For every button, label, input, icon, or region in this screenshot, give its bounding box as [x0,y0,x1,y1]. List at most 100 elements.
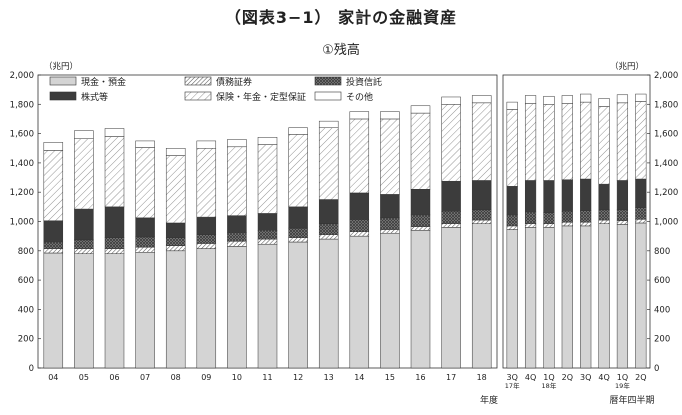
y-tick-label-right: 600 [654,276,670,286]
y-tick-label-right: 1,400 [654,159,678,169]
y-tick-label-left: 1,200 [10,188,34,198]
legend-swatch-5 [184,91,212,101]
bar-segment-3 [543,212,555,224]
bar-segment-5 [43,150,64,222]
bar-segment-6 [506,101,518,110]
bar-segment-4 [104,206,125,238]
bar-segment-5 [580,101,592,180]
bar-segment-5 [74,138,94,210]
bar-segment-3 [196,234,217,244]
bar-segment-4 [43,220,64,243]
legend-swatch-4 [49,91,77,101]
bar-segment-2 [135,246,155,253]
bar-segment-1 [318,238,339,369]
bar-segment-4 [580,178,592,211]
bar-segment-2 [43,248,64,254]
x-tick-label: 17 [446,373,456,382]
x-tick-label: 4Q [598,373,609,382]
x-tick-label: 1Q [617,373,628,382]
x-tick-label: 1Q [543,373,554,382]
bar-segment-6 [561,95,573,104]
y-tick-label-left: 2,000 [10,71,34,81]
bar-segment-1 [561,225,573,369]
bar-segment-5 [349,118,370,194]
bar-segment-1 [543,227,555,369]
legend-label-5: 保険・年金・定型保証 [216,91,306,103]
bar-segment-6 [524,95,537,104]
bar-segment-5 [380,118,400,195]
bar-segment-6 [288,127,308,135]
page-title: （図表3−1） 家計の金融資産 [224,8,458,27]
bar-segment-3 [257,230,278,240]
bar-segment-4 [598,183,610,211]
bar-segment-3 [580,210,592,223]
bar-segment-5 [104,136,125,208]
bar-segment-3 [471,209,492,221]
legend-label-6: その他 [346,91,373,103]
bar-segment-6 [471,95,492,104]
bar-segment-3 [104,237,125,249]
bar-segment-2 [165,245,186,252]
x-tick-label: 06 [109,373,119,382]
bar-segment-3 [135,236,155,248]
bar-segment-3 [561,210,573,223]
y-tick-label-right: 400 [654,305,670,315]
bar-segment-2 [196,243,217,249]
bar-segment-4 [635,178,647,208]
bar-segment-6 [165,148,186,156]
bar-segment-2 [635,219,647,224]
chart-subtitle: ①残高 [322,43,360,58]
y-tick-label-right: 1,600 [654,130,678,140]
legend-label-4: 株式等 [81,91,108,103]
bar-segment-1 [441,227,461,369]
bar-segment-4 [227,215,247,233]
bar-segment-6 [380,111,400,120]
bar-segment-2 [349,231,370,237]
bar-segment-1 [43,252,64,369]
bar-segment-2 [318,234,339,240]
y-tick-label-right: 800 [654,247,670,257]
bar-segment-6 [635,93,647,102]
bar-segment-3 [318,223,339,235]
bar-segment-5 [135,147,155,219]
bar-segment-5 [524,103,537,181]
bar-segment-6 [74,130,94,139]
bar-segment-4 [616,180,629,211]
bar-segment-4 [561,179,573,212]
x-tick-label: 16 [415,373,425,382]
x-tick-label: 04 [48,373,58,382]
y-tick-label-left: 400 [18,305,34,315]
x-tick-label: 3Q [580,373,591,382]
bar-segment-3 [380,217,400,230]
bar-segment-6 [257,137,278,145]
x-tick-label: 15 [385,373,395,382]
bar-segment-2 [74,248,94,254]
bar-segment-3 [165,237,186,246]
bar-segment-1 [380,232,400,369]
y-tick-label-left: 1,600 [10,130,34,140]
bar-segment-5 [410,112,431,190]
bar-segment-1 [196,248,217,369]
y-unit-label-left: （兆円） [44,61,78,72]
x-tick-label: 05 [79,373,89,382]
x-tick-label: 08 [171,373,181,382]
x-axis-label-2: 暦年四半期 [609,394,654,406]
y-tick-label-left: 200 [18,335,34,345]
bar-segment-1 [471,223,492,369]
y-tick-label-right: 0 [654,364,659,374]
legend-swatch-3 [314,76,342,86]
bar-segment-5 [561,103,573,180]
bar-segment-5 [318,127,339,200]
bar-segment-3 [43,241,64,249]
bar-segment-1 [257,243,278,369]
y-tick-label-left: 0 [29,364,34,374]
x-tick-label: 2Q [635,373,646,382]
bar-segment-2 [227,241,247,247]
bar-segment-1 [227,246,247,369]
legend-label-1: 現金・預金 [81,76,126,88]
x-tick-label: 18 [477,373,487,382]
bar-segment-3 [524,211,537,224]
bar-segment-3 [635,207,647,220]
bar-segment-3 [74,239,94,249]
bar-segment-4 [288,206,308,229]
